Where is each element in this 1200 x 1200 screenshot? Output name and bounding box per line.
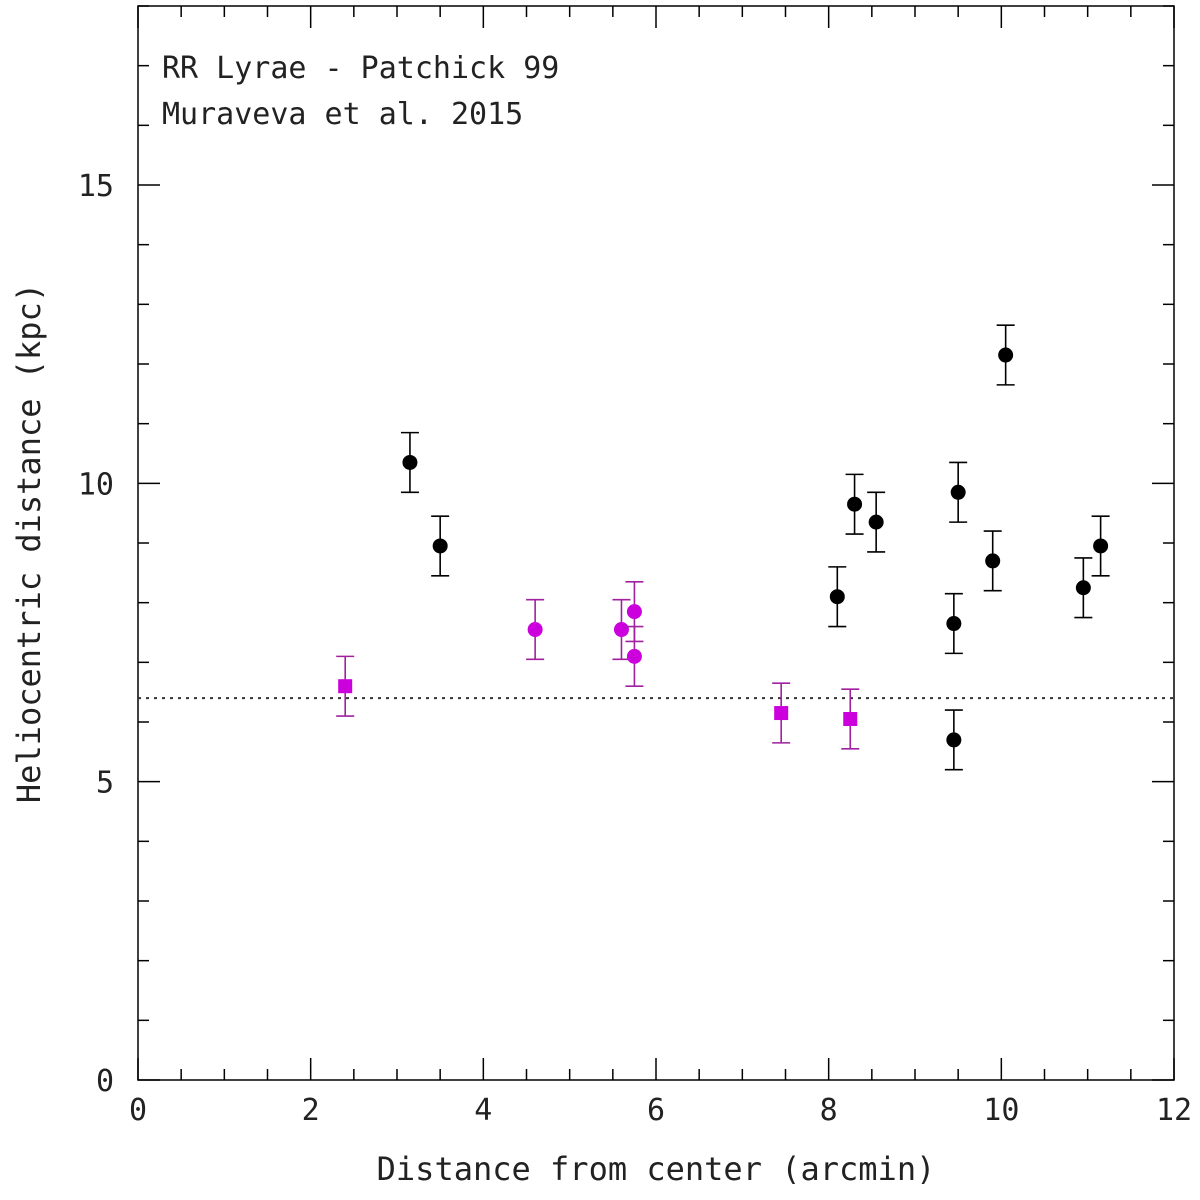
y-tick-label: 0	[96, 1064, 114, 1099]
y-axis-label: Heliocentric distance (kpc)	[10, 283, 48, 803]
x-tick-label: 2	[302, 1093, 320, 1128]
data-circle	[402, 454, 418, 470]
data-square	[338, 679, 353, 694]
data-circle	[1093, 538, 1109, 554]
data-circle	[998, 347, 1014, 363]
axis-ticks	[137, 5, 1175, 1081]
data-circle	[527, 622, 543, 638]
data-circle	[432, 538, 448, 554]
y-tick-label: 15	[78, 169, 114, 204]
x-tick-label: 10	[983, 1093, 1019, 1128]
data-circle	[829, 589, 845, 605]
x-tick-label: 4	[474, 1093, 492, 1128]
annotation-line-2: Muraveva et al. 2015	[162, 97, 523, 132]
y-tick-label: 10	[78, 467, 114, 502]
data-square	[774, 706, 789, 721]
x-axis-label: Distance from center (arcmin)	[377, 1150, 936, 1188]
x-tick-label: 8	[820, 1093, 838, 1128]
data-circle	[626, 648, 642, 664]
data-circle	[868, 514, 884, 530]
x-tick-label: 6	[647, 1093, 665, 1128]
plot-frame	[137, 5, 1175, 1081]
data-points	[336, 324, 1110, 771]
annotation-line-1: RR Lyrae - Patchick 99	[162, 51, 559, 86]
y-tick-label: 5	[96, 766, 114, 801]
data-circle	[946, 732, 962, 748]
axis-tick-labels: 0 2 4 6 8 10 12 0 5 10 15	[78, 169, 1192, 1128]
data-circle	[626, 604, 642, 620]
x-tick-label: 12	[1156, 1093, 1192, 1128]
data-circle	[613, 622, 629, 638]
x-tick-label: 0	[129, 1093, 147, 1128]
data-circle	[985, 553, 1001, 569]
data-circle	[946, 616, 962, 632]
data-circle	[1075, 580, 1091, 596]
data-square	[843, 712, 858, 727]
data-circle	[950, 484, 966, 500]
data-circle	[847, 496, 863, 512]
